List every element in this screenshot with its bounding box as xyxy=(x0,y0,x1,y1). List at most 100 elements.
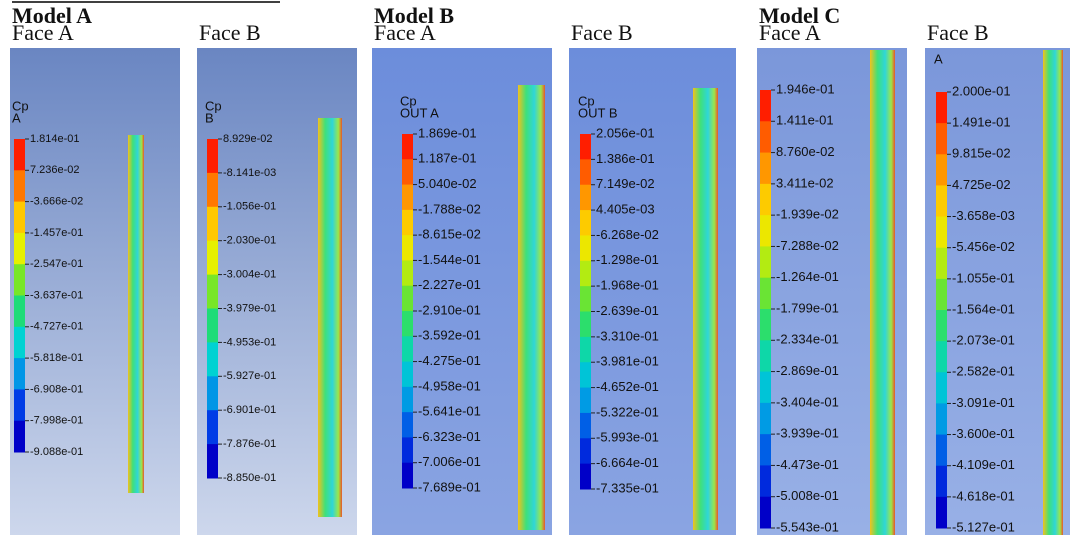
figure: Model AFace ACpA1.814e-017.236e-02-3.666… xyxy=(0,0,1070,535)
legend-band xyxy=(402,134,413,160)
legend-band xyxy=(760,278,771,310)
legend-band xyxy=(14,202,25,234)
legend-label: -8.141e-03 xyxy=(223,167,276,179)
legend-band xyxy=(760,372,771,404)
legend-label: -3.404e-01 xyxy=(776,394,839,409)
legend-band xyxy=(936,92,947,124)
contour-strip xyxy=(318,118,342,517)
contour-strip xyxy=(128,135,144,493)
legend-label: -1.788e-02 xyxy=(418,201,481,216)
legend-title: A xyxy=(934,51,943,66)
legend-label: 9.815e-02 xyxy=(952,146,1011,161)
legend-band xyxy=(936,217,947,249)
legend-label: 1.946e-01 xyxy=(776,81,835,96)
legend-title: B xyxy=(205,110,214,125)
legend-band xyxy=(580,134,591,160)
legend-band xyxy=(936,279,947,311)
legend-label: -5.008e-01 xyxy=(776,488,839,503)
legend-label: -1.939e-02 xyxy=(776,207,839,222)
contour-strip xyxy=(693,88,718,530)
legend-band xyxy=(580,235,591,261)
legend-label: -7.288e-02 xyxy=(776,238,839,253)
legend-label: -2.547e-01 xyxy=(30,258,83,270)
legend-band xyxy=(936,497,947,529)
legend-band xyxy=(580,312,591,338)
legend-band xyxy=(402,185,413,211)
legend-band xyxy=(207,173,218,207)
legend-band xyxy=(402,463,413,489)
legend-band xyxy=(580,413,591,439)
legend-label: 8.929e-02 xyxy=(223,133,273,145)
legend-label: 3.411e-02 xyxy=(776,175,834,190)
legend-band xyxy=(580,210,591,236)
legend-band xyxy=(760,215,771,247)
legend-label: -1.056e-01 xyxy=(223,201,276,213)
face-label: Face B xyxy=(571,20,633,45)
legend-label: -7.876e-01 xyxy=(223,438,276,450)
legend-label: -3.004e-01 xyxy=(223,269,276,281)
legend-label: -2.639e-01 xyxy=(596,303,659,318)
legend-band xyxy=(402,362,413,388)
legend-band xyxy=(580,388,591,414)
legend-label: -1.055e-01 xyxy=(952,270,1015,285)
legend-label: -3.637e-01 xyxy=(30,289,83,301)
legend-band xyxy=(207,207,218,241)
legend-band xyxy=(760,465,771,497)
legend-label: -3.658e-03 xyxy=(952,208,1015,223)
legend-label: 5.040e-02 xyxy=(418,176,477,191)
legend-label: 2.000e-01 xyxy=(952,83,1011,98)
legend-band xyxy=(760,90,771,122)
legend-label: -3.310e-01 xyxy=(596,328,659,343)
legend-band xyxy=(207,342,218,376)
legend-label: -4.275e-01 xyxy=(418,353,481,368)
legend-band xyxy=(207,275,218,309)
legend-band xyxy=(402,260,413,286)
legend-label: -5.641e-01 xyxy=(418,404,481,419)
legend-band xyxy=(580,185,591,211)
legend-label: -4.109e-01 xyxy=(952,457,1015,472)
legend-label: 1.386e-01 xyxy=(596,151,655,166)
legend-label: -6.323e-01 xyxy=(418,429,481,444)
legend-label: -8.850e-01 xyxy=(223,472,276,484)
legend-band xyxy=(402,210,413,236)
legend-band xyxy=(14,170,25,202)
legend-band xyxy=(14,389,25,421)
legend-band xyxy=(936,341,947,373)
legend-label: 4.725e-02 xyxy=(952,177,1011,192)
legend-label: -3.979e-01 xyxy=(223,302,276,314)
legend-label: -4.652e-01 xyxy=(596,379,659,394)
legend-label: 1.869e-01 xyxy=(418,125,477,140)
legend-band xyxy=(207,309,218,343)
legend-label: -5.456e-02 xyxy=(952,239,1015,254)
legend-band xyxy=(402,336,413,362)
legend-band xyxy=(207,444,218,478)
legend-label: -2.582e-01 xyxy=(952,364,1015,379)
legend-label: -8.615e-02 xyxy=(418,227,481,242)
legend-label: -7.689e-01 xyxy=(418,479,481,494)
contour-strip xyxy=(870,50,895,535)
legend-label: 7.149e-02 xyxy=(596,176,655,191)
legend-band xyxy=(936,435,947,467)
legend-band xyxy=(936,185,947,217)
legend-label: -4.727e-01 xyxy=(30,321,83,333)
legend-label: -6.268e-02 xyxy=(596,227,659,242)
legend-band xyxy=(760,121,771,153)
legend-label: 2.056e-01 xyxy=(596,125,655,140)
legend-label: -3.091e-01 xyxy=(952,395,1015,410)
legend-label: -2.869e-01 xyxy=(776,363,839,378)
legend-label: -5.127e-01 xyxy=(952,519,1015,534)
legend-band xyxy=(14,358,25,390)
legend-label: -4.473e-01 xyxy=(776,457,839,472)
legend-band xyxy=(402,159,413,185)
legend-band xyxy=(936,310,947,342)
legend-label: 1.187e-01 xyxy=(418,151,477,166)
legend-label: -3.592e-01 xyxy=(418,328,481,343)
legend-band xyxy=(760,434,771,466)
legend-band xyxy=(936,372,947,404)
legend-label: -2.073e-01 xyxy=(952,333,1015,348)
legend-label: -6.664e-01 xyxy=(596,455,659,470)
legend-band xyxy=(207,139,218,173)
legend-band xyxy=(580,337,591,363)
legend-label: -3.939e-01 xyxy=(776,426,839,441)
legend-label: -5.927e-01 xyxy=(223,370,276,382)
